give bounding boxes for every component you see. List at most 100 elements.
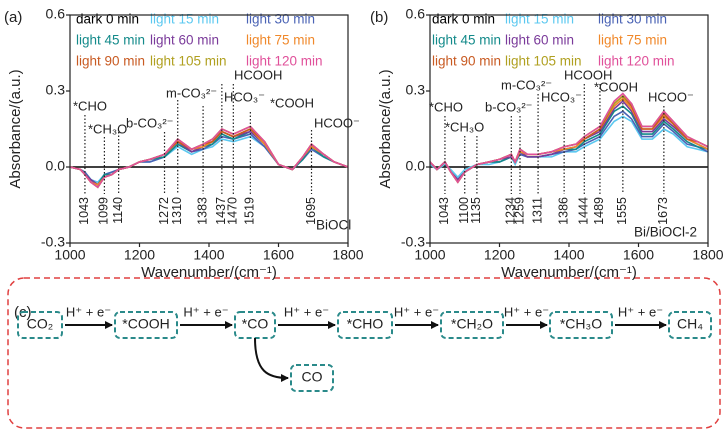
- node-box: [668, 311, 712, 339]
- node-box: [114, 311, 178, 339]
- plot-frame: [69, 14, 349, 244]
- sample-label: BiOCl: [316, 218, 351, 233]
- legend-entry: light 75 min: [598, 33, 667, 48]
- peak-label: 1555: [615, 197, 629, 225]
- node-label: CH₄: [677, 316, 703, 332]
- node-label: CO: [302, 369, 323, 385]
- legend-entry: light 60 min: [505, 33, 574, 48]
- peak-label: 1272: [157, 197, 171, 225]
- species-label: HCOO⁻: [314, 115, 360, 130]
- species-label: *CHO: [429, 99, 463, 114]
- node-label: CO₂: [27, 316, 53, 332]
- spectrum-line: [69, 130, 349, 186]
- peak-label: 1310: [170, 197, 184, 225]
- peak-label: 1311: [530, 197, 544, 224]
- y-tick-label: -0.3: [41, 234, 65, 250]
- legend-entry: light 90 min: [76, 54, 145, 69]
- peak-label: 1673: [656, 197, 670, 225]
- y-tick-label: 0.0: [46, 158, 66, 174]
- panel-label: (b): [370, 9, 388, 26]
- node-box: [290, 364, 334, 392]
- species-label: b-CO₃²⁻: [485, 99, 533, 114]
- node-box: [17, 311, 63, 339]
- species-label: HCO₃⁻: [541, 89, 582, 104]
- y-tick-label: 0.3: [406, 82, 426, 98]
- y-tick-label: 0.0: [406, 158, 426, 174]
- species-label: HCO₃⁻: [224, 89, 265, 104]
- peak-label: 1695: [304, 197, 318, 225]
- spectrum-line: [429, 115, 709, 179]
- x-axis-title: Wavenumber/(cm⁻¹): [141, 264, 277, 281]
- x-tick-label: 1200: [124, 247, 155, 263]
- peak-label: 1043: [437, 197, 451, 225]
- x-tick-label: 1400: [553, 247, 584, 263]
- x-tick-label: 1000: [414, 247, 445, 263]
- legend-entry: light 45 min: [432, 33, 501, 48]
- legend-entry: light 105 min: [505, 54, 582, 69]
- x-tick-label: 1600: [263, 247, 294, 263]
- species-label: HCOOH: [234, 67, 282, 82]
- diagram-frame: [7, 277, 721, 429]
- legend-entry: light 45 min: [76, 33, 145, 48]
- peak-label: 1140: [111, 197, 125, 224]
- species-label: HCOO⁻: [648, 89, 694, 104]
- spectrum-line: [429, 95, 709, 184]
- legend-entry: light 75 min: [246, 33, 315, 48]
- x-tick-label: 1800: [692, 247, 723, 263]
- peak-label: 1489: [592, 197, 606, 225]
- edge-label: H⁺ + e⁻: [618, 304, 663, 319]
- species-label: *COOH: [594, 79, 638, 94]
- peak-label: 1100: [457, 197, 471, 224]
- spectrum-line: [69, 130, 349, 186]
- edge-label: H⁺ + e⁻: [284, 304, 329, 319]
- plot-frame: [429, 14, 709, 244]
- legend-entry: light 15 min: [505, 12, 574, 27]
- y-tick-label: 0.6: [46, 6, 66, 22]
- legend-entry: light 30 min: [598, 12, 667, 27]
- peak-label: 1099: [97, 197, 111, 225]
- node-label: *CH₂O: [451, 316, 493, 332]
- edge-label: H⁺ + e⁻: [504, 304, 549, 319]
- spectrum-line: [69, 128, 349, 189]
- y-axis-title: Absorbance/(a.u.): [7, 69, 24, 188]
- species-label: *CH₃O: [88, 121, 127, 136]
- peak-label: 1519: [243, 197, 257, 225]
- peak-label: 1386: [556, 197, 570, 225]
- peak-label: 1234: [504, 197, 518, 225]
- y-tick-label: -0.3: [401, 234, 425, 250]
- x-tick-label: 1000: [54, 247, 85, 263]
- peak-label: 1444: [577, 197, 591, 225]
- x-tick-label: 1800: [332, 247, 363, 263]
- species-label: b-CO₃²⁻: [126, 115, 174, 130]
- y-axis-title: Absorbance/(a.u.): [377, 69, 394, 188]
- legend-entry: light 60 min: [150, 33, 219, 48]
- species-label: *CH₃O: [445, 119, 484, 134]
- legend-entry: light 90 min: [432, 54, 501, 69]
- peak-label: 1437: [214, 197, 228, 225]
- spectrum-line: [429, 97, 709, 184]
- legend-entry: light 15 min: [150, 12, 219, 27]
- edge-arrow: [254, 337, 289, 382]
- species-label: m-CO₃²⁻: [166, 85, 217, 100]
- y-tick-label: 0.6: [406, 6, 426, 22]
- edge-label: H⁺ + e⁻: [394, 304, 439, 319]
- peak-label: 1259: [512, 197, 526, 225]
- legend-entry: light 105 min: [150, 54, 227, 69]
- panel-label: (a): [4, 9, 22, 26]
- x-axis-title: Wavenumber/(cm⁻¹): [501, 264, 637, 281]
- peak-label: 1135: [469, 197, 483, 224]
- node-label: *CH₃O: [560, 316, 602, 332]
- x-tick-label: 1200: [484, 247, 515, 263]
- node-box: [337, 311, 393, 339]
- legend-entry: light 120 min: [598, 54, 675, 69]
- species-label: *CHO: [73, 98, 107, 113]
- y-tick-label: 0.3: [46, 82, 66, 98]
- legend-entry: dark 0 min: [432, 12, 495, 27]
- species-label: *COOH: [270, 95, 314, 110]
- edge-label: H⁺ + e⁻: [183, 304, 228, 319]
- legend-entry: dark 0 min: [76, 12, 139, 27]
- x-tick-label: 1400: [193, 247, 224, 263]
- sample-label: Bi/BiOCl-2: [634, 225, 697, 240]
